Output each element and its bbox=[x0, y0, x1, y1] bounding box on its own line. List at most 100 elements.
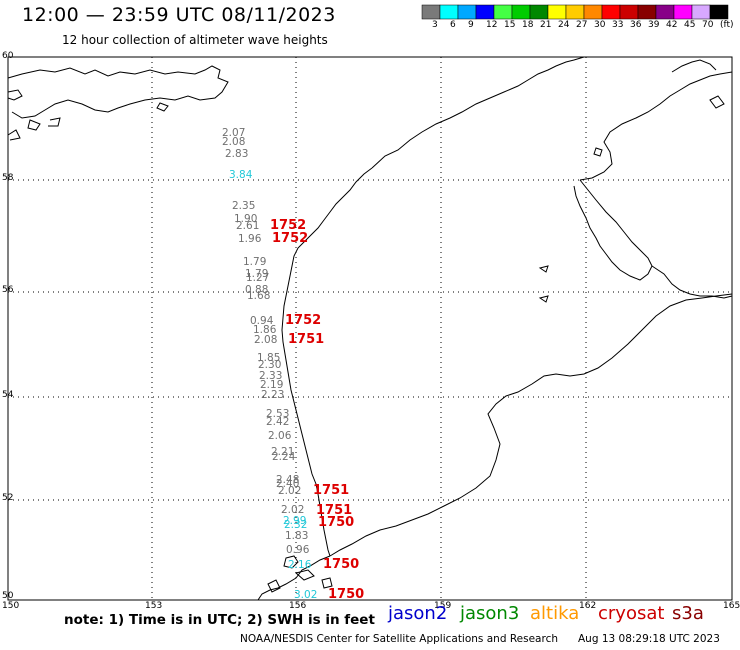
swh-value: 3.02 bbox=[294, 589, 318, 601]
colorbar-swatch bbox=[493, 4, 513, 20]
colorbar-label: 45 bbox=[684, 20, 696, 30]
swh-value: 1.83 bbox=[285, 530, 309, 542]
colorbar-label: 6 bbox=[450, 20, 456, 30]
swh-value: 2.40 bbox=[276, 478, 300, 490]
lat-label-60: 60 bbox=[2, 51, 14, 61]
colorbar-swatch bbox=[565, 4, 585, 20]
swh-value: 0.94 bbox=[250, 315, 274, 327]
legend-jason2: jason2 bbox=[388, 603, 448, 624]
lon-label-156: 156 bbox=[289, 601, 307, 611]
lat-label-58: 58 bbox=[2, 173, 14, 183]
swh-value: 2.33 bbox=[259, 370, 283, 382]
pass-time: 1750 bbox=[323, 557, 360, 572]
swh-value: 2.32 bbox=[284, 519, 308, 531]
colorbar-label: 30 bbox=[594, 20, 606, 30]
swh-value: 2.99 bbox=[283, 515, 307, 527]
colorbar-label: 36 bbox=[630, 20, 642, 30]
swh-value: 2.08 bbox=[222, 136, 246, 148]
colorbar-swatch bbox=[529, 4, 549, 20]
colorbar-label: 27 bbox=[576, 20, 588, 30]
legend-jason3: jason3 bbox=[460, 603, 520, 624]
swh-value: 2.02 bbox=[281, 504, 305, 516]
pass-time: 1751 bbox=[313, 483, 350, 498]
pass-time: 1751 bbox=[288, 332, 325, 347]
swh-value: 1.68 bbox=[247, 290, 271, 302]
swh-value: 1.79 bbox=[243, 256, 267, 268]
lat-label-54: 54 bbox=[2, 390, 14, 400]
colorbar-label: 9 bbox=[468, 20, 474, 30]
colorbar-swatch bbox=[655, 4, 675, 20]
swh-value: 2.24 bbox=[272, 451, 296, 463]
swh-value: 1.27 bbox=[246, 272, 270, 284]
swh-value: 2.21 bbox=[271, 446, 295, 458]
lon-label-159: 159 bbox=[434, 601, 452, 611]
colorbar-swatch bbox=[709, 4, 729, 20]
swh-value: 1.90 bbox=[234, 213, 258, 225]
colorbar-label: 18 bbox=[522, 20, 534, 30]
colorbar-label: 3 bbox=[432, 20, 438, 30]
colorbar-label: 24 bbox=[558, 20, 570, 30]
swh-value: 2.08 bbox=[254, 334, 278, 346]
swh-value: 0.88 bbox=[245, 284, 269, 296]
swh-value: 2.53 bbox=[266, 408, 290, 420]
swh-value: 2.02 bbox=[278, 485, 302, 497]
swh-value: 2.06 bbox=[268, 430, 292, 442]
colorbar-label: 21 bbox=[540, 20, 552, 30]
colorbar-swatch bbox=[691, 4, 711, 20]
footer-timestamp: Aug 13 08:29:18 UTC 2023 bbox=[578, 633, 720, 645]
pass-time: 1751 bbox=[316, 503, 353, 518]
swh-value: 0.96 bbox=[286, 544, 310, 556]
colorbar-label: (ft) bbox=[720, 20, 734, 30]
colorbar-swatch bbox=[475, 4, 495, 20]
colorbar-swatch bbox=[673, 4, 693, 20]
swh-value: 1.96 bbox=[238, 233, 262, 245]
legend-altika: altika bbox=[530, 603, 580, 624]
units-note: note: 1) Time is in UTC; 2) SWH is in fe… bbox=[64, 612, 375, 628]
colorbar-swatch bbox=[637, 4, 657, 20]
lon-label-153: 153 bbox=[145, 601, 163, 611]
map-frame bbox=[7, 56, 733, 601]
lon-label-150: 150 bbox=[2, 601, 20, 611]
colorbar-swatch bbox=[619, 4, 639, 20]
colorbar-swatch bbox=[583, 4, 603, 20]
colorbar-swatch bbox=[421, 4, 441, 20]
lon-label-165: 165 bbox=[723, 601, 740, 611]
pass-time: 1750 bbox=[328, 587, 365, 602]
map-subtitle: 12 hour collection of altimeter wave hei… bbox=[62, 33, 328, 47]
swh-value: 1.79 bbox=[245, 268, 269, 280]
pass-time: 1752 bbox=[270, 218, 307, 233]
swh-value: 2.83 bbox=[225, 148, 249, 160]
swh-value: 2.30 bbox=[258, 359, 282, 371]
swh-value: 2.42 bbox=[266, 416, 290, 428]
colorbar-swatch bbox=[439, 4, 459, 20]
colorbar bbox=[421, 4, 729, 20]
colorbar-swatch bbox=[457, 4, 477, 20]
legend-s3a: s3a bbox=[672, 603, 704, 624]
lon-label-162: 162 bbox=[579, 601, 597, 611]
swh-value: 1.86 bbox=[253, 324, 277, 336]
swh-value: 2.35 bbox=[232, 200, 256, 212]
colorbar-swatch bbox=[511, 4, 531, 20]
pass-time: 1750 bbox=[318, 515, 355, 530]
swh-value: 2.19 bbox=[260, 379, 284, 391]
swh-value: 2.61 bbox=[236, 220, 260, 232]
graticule bbox=[8, 57, 732, 600]
lat-label-56: 56 bbox=[2, 285, 14, 295]
coastline bbox=[7, 56, 733, 601]
pass-time: 1752 bbox=[285, 313, 322, 328]
colorbar-label: 12 bbox=[486, 20, 498, 30]
map-title: 12:00 — 23:59 UTC 08/11/2023 bbox=[22, 4, 336, 26]
footer-credit: NOAA/NESDIS Center for Satellite Applica… bbox=[240, 633, 558, 645]
colorbar-label: 70 bbox=[702, 20, 714, 30]
lat-label-52: 52 bbox=[2, 493, 14, 503]
colorbar-swatch bbox=[601, 4, 621, 20]
colorbar-swatch bbox=[547, 4, 567, 20]
colorbar-label: 39 bbox=[648, 20, 660, 30]
colorbar-label: 15 bbox=[504, 20, 516, 30]
pass-time: 1752 bbox=[272, 231, 309, 246]
swh-value: 2.23 bbox=[261, 389, 285, 401]
swh-value: 2.48 bbox=[276, 474, 300, 486]
swh-value: 2.16 bbox=[288, 559, 312, 571]
legend-cryosat: cryosat bbox=[598, 603, 665, 624]
